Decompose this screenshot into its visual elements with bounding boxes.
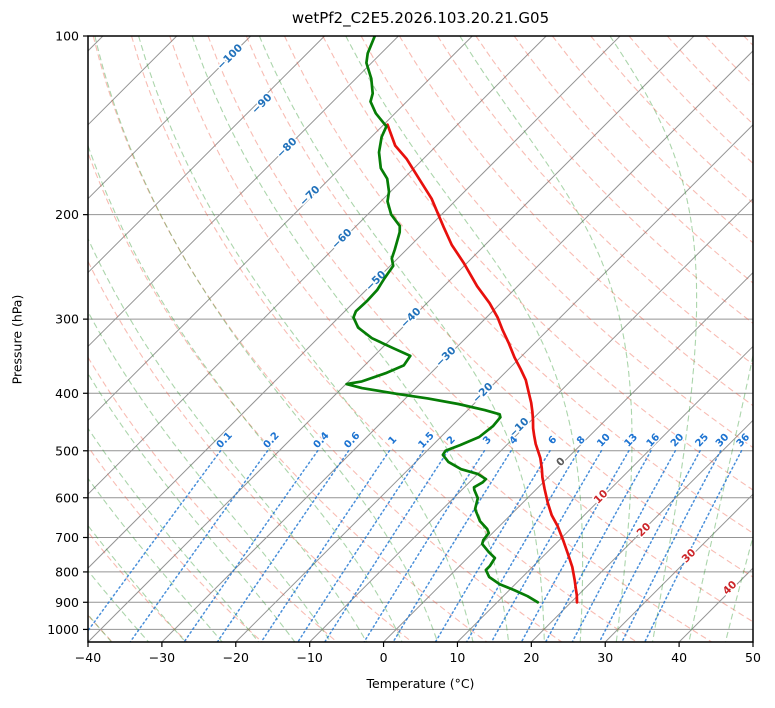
svg-text:600: 600 bbox=[55, 490, 79, 505]
svg-text:0: 0 bbox=[380, 650, 388, 665]
svg-text:−70: −70 bbox=[297, 183, 322, 208]
svg-text:500: 500 bbox=[55, 443, 79, 458]
axis-frame bbox=[83, 35, 754, 647]
chart-title: wetPf2_C2E5.2026.103.20.21.G05 bbox=[291, 9, 550, 27]
svg-text:700: 700 bbox=[55, 530, 79, 545]
svg-text:16: 16 bbox=[645, 432, 663, 450]
svg-text:0.6: 0.6 bbox=[342, 430, 362, 450]
temperature-curve bbox=[386, 123, 579, 604]
svg-text:25: 25 bbox=[693, 432, 711, 450]
svg-text:200: 200 bbox=[55, 207, 79, 222]
svg-text:20: 20 bbox=[523, 650, 539, 665]
svg-text:−60: −60 bbox=[329, 226, 354, 251]
svg-text:40: 40 bbox=[721, 579, 740, 598]
pressure-gridlines bbox=[88, 36, 753, 630]
svg-text:−30: −30 bbox=[433, 344, 458, 369]
svg-text:−10: −10 bbox=[296, 650, 322, 665]
svg-text:36: 36 bbox=[735, 432, 753, 450]
svg-text:400: 400 bbox=[55, 386, 79, 401]
dewpoint-curve bbox=[345, 36, 540, 604]
svg-text:−100: −100 bbox=[215, 42, 245, 72]
svg-text:3: 3 bbox=[481, 434, 494, 447]
svg-text:40: 40 bbox=[671, 650, 687, 665]
svg-text:0: 0 bbox=[554, 455, 568, 469]
svg-text:8: 8 bbox=[575, 434, 588, 447]
svg-text:1.5: 1.5 bbox=[417, 430, 437, 450]
svg-text:0.4: 0.4 bbox=[311, 430, 331, 450]
svg-text:10: 10 bbox=[595, 432, 613, 450]
svg-text:0.2: 0.2 bbox=[262, 430, 282, 450]
svg-text:800: 800 bbox=[55, 564, 79, 579]
svg-text:10: 10 bbox=[449, 650, 465, 665]
svg-text:−30: −30 bbox=[149, 650, 175, 665]
svg-text:0.1: 0.1 bbox=[215, 430, 235, 450]
moist-adiabat-lines bbox=[88, 36, 753, 642]
svg-text:13: 13 bbox=[623, 432, 641, 450]
isotherm-lines bbox=[88, 36, 753, 642]
svg-text:30: 30 bbox=[597, 650, 613, 665]
svg-text:−40: −40 bbox=[398, 305, 423, 330]
x-tick-labels: −40 −30 −20 −10 0 10 20 30 40 50 bbox=[75, 650, 761, 665]
x-axis-label: Temperature (°C) bbox=[366, 676, 475, 691]
svg-text:30: 30 bbox=[714, 432, 732, 450]
y-tick-labels: 100 200 300 400 500 600 700 800 900 1000 bbox=[47, 29, 79, 637]
svg-text:20: 20 bbox=[669, 432, 687, 450]
svg-text:900: 900 bbox=[55, 595, 79, 610]
svg-text:−90: −90 bbox=[249, 91, 274, 116]
svg-text:10: 10 bbox=[592, 488, 611, 507]
svg-text:100: 100 bbox=[55, 29, 79, 44]
svg-text:30: 30 bbox=[680, 547, 699, 566]
svg-text:1000: 1000 bbox=[47, 622, 79, 637]
svg-text:300: 300 bbox=[55, 312, 79, 327]
svg-text:−20: −20 bbox=[223, 650, 249, 665]
mixing-ratio-lines bbox=[88, 450, 743, 642]
svg-text:2: 2 bbox=[445, 434, 458, 447]
svg-text:−40: −40 bbox=[75, 650, 101, 665]
svg-text:6: 6 bbox=[546, 434, 559, 447]
svg-text:50: 50 bbox=[745, 650, 761, 665]
